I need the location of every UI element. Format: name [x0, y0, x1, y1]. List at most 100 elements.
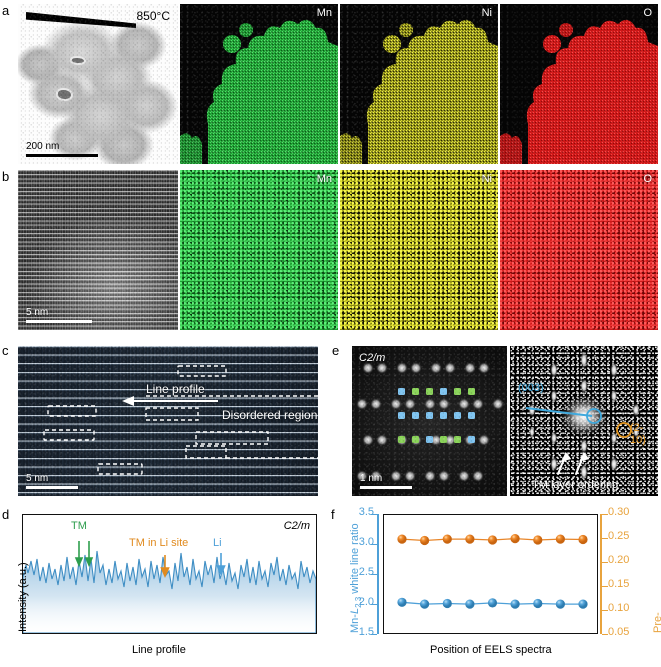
panel-b-map-ni: Ni [340, 170, 498, 330]
panel-d-ylabel: Intensity (a.u.) [17, 562, 29, 632]
data-point-o-k-prepeak [465, 534, 475, 544]
panel-letter-e: e [332, 343, 340, 358]
panel-b-map-mn: Mn [180, 170, 338, 330]
particle-silhouette-ni [340, 19, 498, 164]
particle-silhouette-o [500, 19, 658, 164]
panel-c-haadf-image: Line profile Disordered region 5 nm [18, 346, 318, 496]
panel-f-right-tick-mark [602, 585, 608, 587]
panel-d-plot-frame: TM TM in Li site Li C2/m [22, 514, 317, 634]
panel-f-right-tick-label: 0.25 [608, 530, 630, 542]
panel-f-plot-frame [383, 514, 598, 634]
eds-speckle [340, 170, 498, 330]
panel-f-ylabel-left: Mn-L2,3 white line ratio [349, 523, 363, 633]
tm-ordering-arrows [557, 452, 590, 475]
eds-speckle [500, 170, 658, 330]
panel-f-left-axis-line [377, 514, 379, 634]
disordered-region-box [195, 431, 269, 445]
panel-f-ylabel-right: Pre-peak ratio of O-K [652, 612, 661, 633]
scalebar-label: 200 nm [26, 141, 60, 152]
panel-f-right-tick-label: 0.10 [608, 602, 630, 614]
atomic-column-dots [18, 346, 318, 496]
panel-e-fft-image: (003) (2-10) TM layer ordering [510, 346, 658, 496]
panel-f-right-tick-label: 0.30 [608, 506, 630, 518]
phase-label-c2m: C2/m [283, 520, 310, 532]
panel-f-right-axis-line [600, 514, 602, 634]
panel-f-right-tick-mark [602, 537, 608, 539]
panel-f-left-tick-mark [371, 603, 377, 605]
fft-spots [525, 351, 640, 481]
pore-shape [56, 88, 73, 101]
panel-d-annotation-arrows [74, 541, 226, 578]
panel-f-left-tick-label: 3.0 [358, 536, 374, 548]
fft-marker-2-10 [616, 422, 632, 438]
atomic-columns [356, 362, 504, 482]
element-label-ni: Ni [481, 173, 492, 185]
structure-model-overlay [398, 388, 475, 443]
panel-f-left-tick-label: 1.5 [358, 626, 374, 638]
haadf-brightness-gradient [18, 170, 178, 330]
scalebar-label: 1 nm [360, 473, 383, 484]
annotation-line-profile: Line profile [146, 382, 205, 396]
data-point-o-k-prepeak [397, 534, 407, 544]
phase-label-c2m: C2/m [359, 352, 386, 364]
eds-speckle [180, 170, 338, 330]
panel-f-left-tick-mark [371, 633, 377, 635]
fft-marker-003 [525, 407, 602, 424]
data-point-o-k-prepeak [555, 534, 565, 544]
data-point-o-k-prepeak [442, 534, 452, 544]
panel-d-xlabel: Line profile [132, 644, 186, 656]
panel-f-left-tick-mark [371, 543, 377, 545]
scalebar-panel-b: 5 nm [26, 308, 92, 323]
data-point-mn-ratio [397, 597, 407, 607]
panel-f-right-tick-mark [602, 561, 608, 563]
particle-silhouette-mn [180, 19, 338, 164]
ylabel-left-suffix: white line ratio [349, 523, 361, 597]
fft-label-003: (003) [518, 382, 544, 394]
fft-caption-tm-layer-ordering: TM layer ordering [532, 479, 619, 491]
panel-f-left-tick-label: 2.0 [358, 596, 374, 608]
scalebar-bar [360, 486, 412, 489]
scalebar-bar [26, 154, 98, 157]
panel-f-right-tick-label: 0.05 [608, 626, 630, 638]
scalebar-label: 5 nm [26, 307, 49, 318]
element-label-mn: Mn [316, 7, 332, 19]
panel-f-left-tick-label: 2.5 [358, 566, 374, 578]
panel-letter-c: c [2, 343, 9, 358]
annotation-disordered-region: Disordered region [222, 408, 318, 422]
haadf-texture [18, 4, 178, 164]
temperature-label: 850°C [136, 9, 171, 23]
ylabel-left-sub: 2,3 [354, 596, 364, 608]
panel-a-map-mn: Mn [180, 4, 338, 164]
data-point-o-k-prepeak [510, 534, 520, 544]
scalebar-bar [26, 320, 92, 323]
data-point-mn-ratio [555, 599, 565, 609]
panel-letter-d: d [2, 507, 10, 522]
panel-f-right-tick-label: 0.20 [608, 554, 630, 566]
scalebar-panel-a: 200 nm [26, 142, 98, 157]
disordered-region-box [145, 407, 199, 421]
panel-f-right-tick-label: 0.15 [608, 578, 630, 590]
panel-letter-b: b [2, 169, 10, 184]
scalebar-panel-c: 5 nm [26, 474, 78, 489]
panel-f-right-tick-mark [602, 609, 608, 611]
dashed-region-overlays [43, 365, 318, 475]
panel-f-series [397, 534, 588, 609]
fft-label-2-10: (2-10) [630, 422, 646, 446]
panel-a-haadf-image: 200 nm 850°C [18, 4, 178, 164]
element-label-o: O [643, 173, 652, 185]
annotation-tm-in-li-site: TM in Li site [129, 537, 189, 549]
ylabel-left-italic: L [349, 607, 361, 615]
ordered-region-box [177, 365, 227, 377]
lattice-fringes [18, 346, 318, 496]
element-label-o: O [643, 7, 652, 19]
ylabel-left-prefix: Mn- [349, 614, 361, 633]
data-point-o-k-prepeak [420, 535, 430, 546]
annotation-tm: TM [71, 520, 87, 532]
panel-f-xlabel: Position of EELS spectra [430, 644, 552, 656]
ordered-region-box [97, 463, 143, 475]
panel-a-map-ni: Ni [340, 4, 498, 164]
scalebar-bar [26, 486, 78, 489]
data-point-o-k-prepeak [533, 535, 543, 545]
data-point-mn-ratio [533, 598, 543, 609]
element-label-ni: Ni [481, 7, 492, 19]
